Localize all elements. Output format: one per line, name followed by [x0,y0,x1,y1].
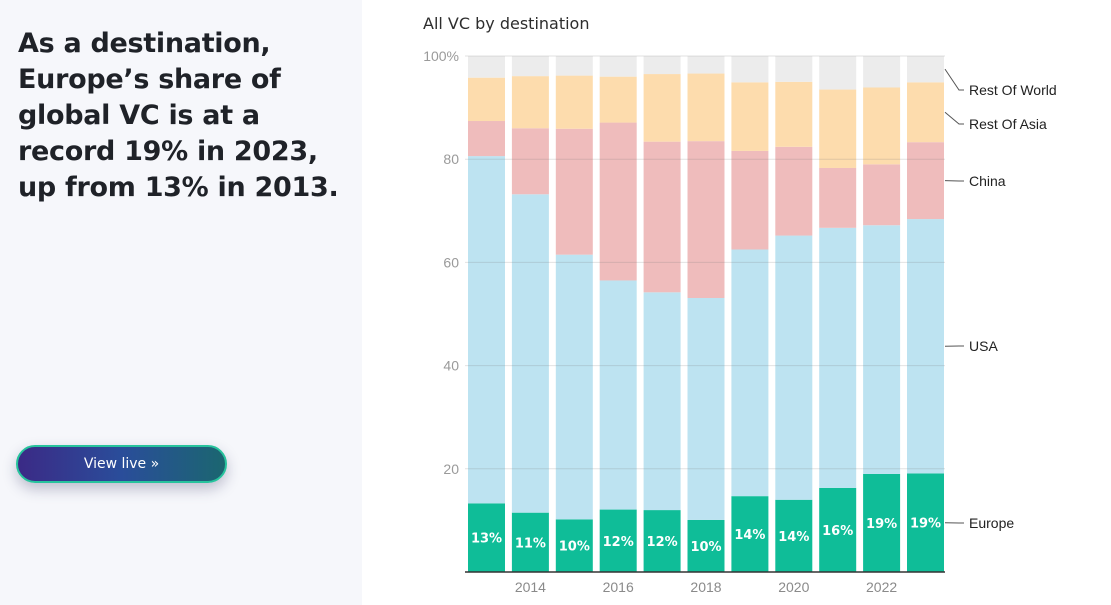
data-label: 12% [647,535,678,550]
legend-leader-rest-of-asia [944,111,964,125]
bar-rest-of-asia-2014 [511,76,549,129]
data-label: 19% [866,517,897,532]
data-label: 19% [910,517,941,532]
bar-rest-of-asia-2019 [731,82,769,151]
bar-europe-2018 [687,519,725,572]
bar-europe-2015 [555,519,593,572]
data-label: 11% [515,536,546,551]
bar-china-2019 [731,150,769,250]
x-tick-label: 2018 [690,579,721,595]
bar-usa-2020 [775,235,813,500]
bar-china-2017 [643,141,681,293]
bar-usa-2015 [555,254,593,520]
view-live-button[interactable]: View live » [16,445,227,483]
bar-europe-2014 [511,512,549,572]
bar-usa-2019 [731,249,769,497]
headline: As a destination, Europe’s share of glob… [18,28,339,203]
bar-europe-2023 [907,473,944,572]
bar-china-2018 [687,141,725,299]
bar-usa-2023 [907,219,944,474]
y-tick-label: 60 [443,254,459,270]
bar-europe-2016 [599,509,637,572]
bar-europe-2017 [643,510,681,572]
bar-china-2016 [599,122,637,281]
data-label: 14% [734,528,765,543]
y-tick-label: 40 [443,358,459,374]
data-label: 10% [559,540,590,555]
bar-rest-of-world-2020 [775,56,813,82]
y-tick-label: 80 [443,151,459,167]
bar-europe-2020 [775,499,813,572]
legend-label-usa: USA [969,338,998,354]
bar-usa-2022 [863,225,901,474]
bar-china-2022 [863,164,901,226]
bar-rest-of-asia-2016 [599,76,637,123]
bar-china-2015 [555,128,593,255]
bar-rest-of-asia-2021 [819,89,857,168]
legend-label-rest-of-world: Rest Of World [969,82,1057,98]
bar-rest-of-world-2023 [907,56,944,83]
bar-rest-of-world-2015 [555,56,593,76]
bar-rest-of-world-2018 [687,56,725,74]
bar-china-2021 [819,167,857,228]
bar-rest-of-asia-2020 [775,81,813,147]
data-label: 16% [822,524,853,539]
bar-europe-2021 [819,487,857,572]
bar-usa-2017 [643,292,681,511]
bar-europe-2013 [468,503,505,572]
data-label: 12% [603,535,634,550]
bar-rest-of-world-2016 [599,56,637,77]
bar-europe-2019 [731,496,769,572]
y-tick-label: 20 [443,461,459,477]
bar-usa-2013 [468,156,505,504]
bar-rest-of-asia-2023 [907,82,944,143]
x-tick-label: 2016 [603,579,634,595]
bar-rest-of-asia-2022 [863,87,901,165]
x-tick-label: 2022 [866,579,897,595]
bar-china-2014 [511,128,549,195]
chart-title: All VC by destination [423,14,590,33]
legend-leader-rest-of-world [944,68,964,91]
bar-rest-of-asia-2013 [468,77,505,122]
x-tick-label: 2020 [778,579,809,595]
data-label: 10% [690,540,721,555]
bar-rest-of-world-2014 [511,56,549,77]
bar-rest-of-asia-2018 [687,73,725,142]
legend-label-europe: Europe [969,515,1014,531]
stacked-bar-chart: 20 40 60 80 100% 2014 2016 2018 2020 2022 13% 11% 10… [423,48,1057,595]
bar-usa-2016 [599,280,637,510]
left-panel: As a destination, Europe’s share of glob… [0,0,362,605]
bar-rest-of-world-2013 [468,56,505,78]
data-label: 13% [471,532,502,547]
bar-rest-of-asia-2017 [643,74,681,142]
bar-usa-2021 [819,227,857,488]
bar-china-2020 [775,146,813,236]
x-tick-label: 2014 [515,579,546,595]
bar-rest-of-world-2019 [731,56,769,83]
bar-usa-2014 [511,194,549,513]
bar-rest-of-world-2022 [863,56,901,88]
bar-china-2013 [468,121,505,157]
bar-china-2023 [907,142,944,220]
bar-rest-of-world-2017 [643,56,681,75]
bar-usa-2018 [687,298,725,520]
y-tick-label: 100% [423,48,459,64]
bar-rest-of-asia-2015 [555,75,593,129]
legend-label-rest-of-asia: Rest Of Asia [969,116,1047,132]
legend-label-china: China [969,173,1006,189]
bar-rest-of-world-2021 [819,56,857,90]
bar-europe-2022 [863,473,901,572]
view-live-label: View live » [83,456,160,472]
data-label: 14% [778,530,809,545]
